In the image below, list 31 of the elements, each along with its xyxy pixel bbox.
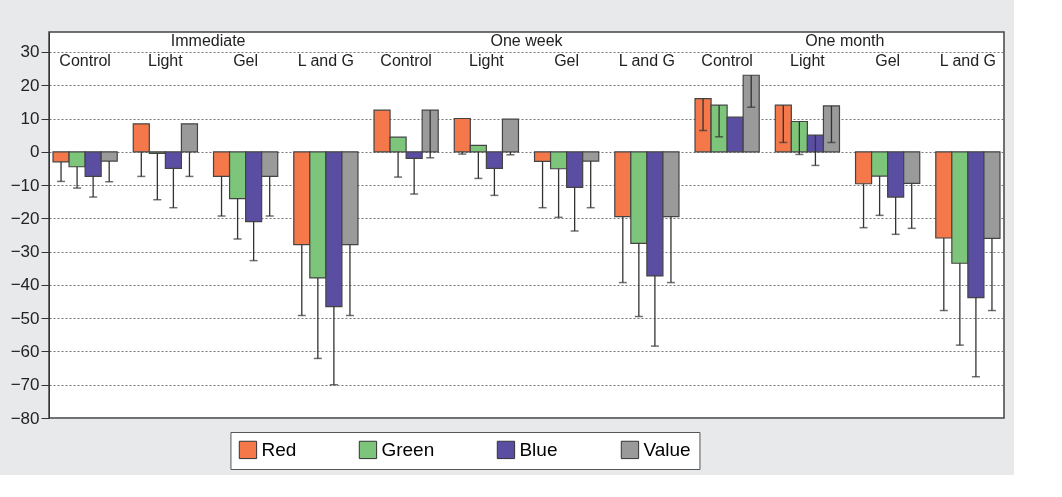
legend-label: Green: [381, 438, 435, 460]
y-tick-label: −80: [10, 408, 40, 428]
x-tick-label: Light: [469, 51, 505, 69]
y-tick-label: 0: [30, 142, 40, 162]
y-tick-label: −10: [10, 175, 40, 195]
annotation: Immediate: [170, 32, 246, 49]
y-tick-label: −50: [10, 308, 40, 328]
x-tick-label: Light: [148, 51, 184, 69]
y-tick-label: −40: [10, 275, 40, 295]
x-tick-label: Gel: [554, 51, 580, 69]
legend-label: Red: [261, 438, 297, 460]
annotation: One month: [805, 32, 885, 49]
y-tick-label: −60: [10, 341, 40, 361]
x-tick-label: Gel: [875, 51, 901, 69]
legend-label: Value: [643, 438, 691, 460]
x-tick-label: L and G: [618, 51, 676, 69]
legend-label: Blue: [519, 438, 558, 460]
x-tick-label: L and G: [939, 51, 997, 69]
y-tick-label: −20: [10, 208, 40, 228]
y-tick-label: −30: [10, 242, 40, 262]
x-tick-label: Light: [790, 51, 826, 69]
x-tick-label: Gel: [233, 51, 259, 69]
annotation: One week: [490, 32, 564, 49]
y-tick-label: 20: [20, 75, 40, 95]
x-tick-label: Control: [380, 51, 432, 69]
x-tick-label: Control: [59, 51, 111, 69]
x-tick-label: Control: [701, 51, 753, 69]
y-tick-label: −70: [10, 375, 40, 395]
x-tick-label: L and G: [297, 51, 355, 69]
y-tick-label: 10: [20, 109, 40, 129]
y-tick-label: 30: [20, 42, 40, 62]
